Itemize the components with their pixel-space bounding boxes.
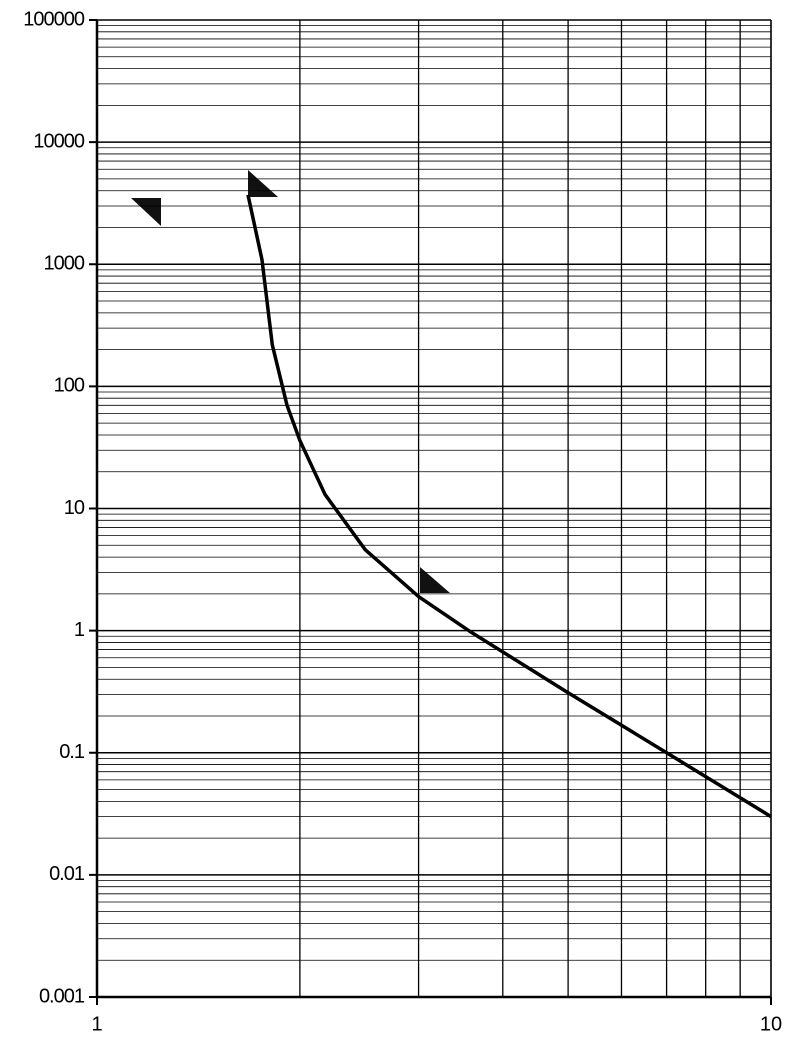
y-tick-label: 100000 — [23, 8, 85, 30]
marker-triangle — [248, 170, 278, 197]
marker-triangle — [420, 567, 450, 593]
x-tick-label: 10 — [760, 1013, 782, 1035]
y-tick-label: 100 — [54, 375, 85, 397]
marker-triangle — [131, 198, 161, 226]
y-tick-label: 10000 — [33, 130, 84, 152]
x-tick-label: 1 — [91, 1013, 102, 1035]
y-tick-label: 0.01 — [49, 863, 85, 885]
y-tick-label: 10 — [64, 497, 85, 519]
y-tick-label: 0.001 — [39, 985, 85, 1007]
data-line — [246, 194, 772, 819]
y-tick-label: 0.1 — [59, 741, 85, 763]
y-tick-label: 1000 — [44, 253, 85, 275]
y-tick-label: 1 — [74, 619, 85, 641]
